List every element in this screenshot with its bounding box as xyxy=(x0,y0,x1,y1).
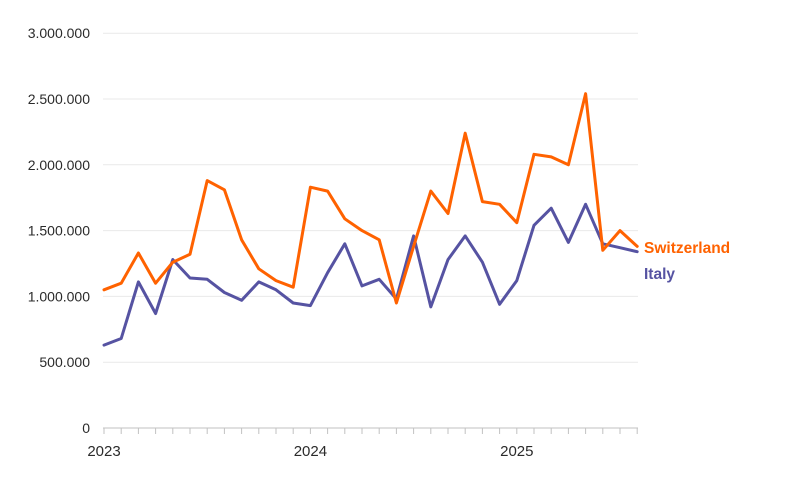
series-lines xyxy=(102,92,639,347)
legend-switzerland: Switzerland xyxy=(644,240,730,257)
y-tick-label: 3.000.000 xyxy=(28,25,90,41)
x-axis xyxy=(103,427,638,434)
year-label: 2025 xyxy=(500,443,533,460)
y-tick-label: 2.000.000 xyxy=(28,157,90,173)
y-tick-label: 1.000.000 xyxy=(28,288,90,304)
y-tick-label: 2.500.000 xyxy=(28,91,90,107)
y-tick-label: 0 xyxy=(82,420,90,436)
year-label: 2024 xyxy=(294,443,327,460)
y-tick-label: 1.500.000 xyxy=(28,223,90,239)
legend-italy: Italy xyxy=(644,266,675,283)
series-line-switzerland xyxy=(102,92,639,305)
y-tick-label: 500.000 xyxy=(39,354,90,370)
x-axis-year-labels: 2023 2024 2025 xyxy=(87,443,533,460)
gridlines xyxy=(103,32,638,363)
series-line-italy xyxy=(102,202,639,347)
year-label: 2023 xyxy=(87,443,120,460)
y-axis-labels: 0 500.000 1.000.000 1.500.000 2.000.000 2.500… xyxy=(28,25,91,436)
